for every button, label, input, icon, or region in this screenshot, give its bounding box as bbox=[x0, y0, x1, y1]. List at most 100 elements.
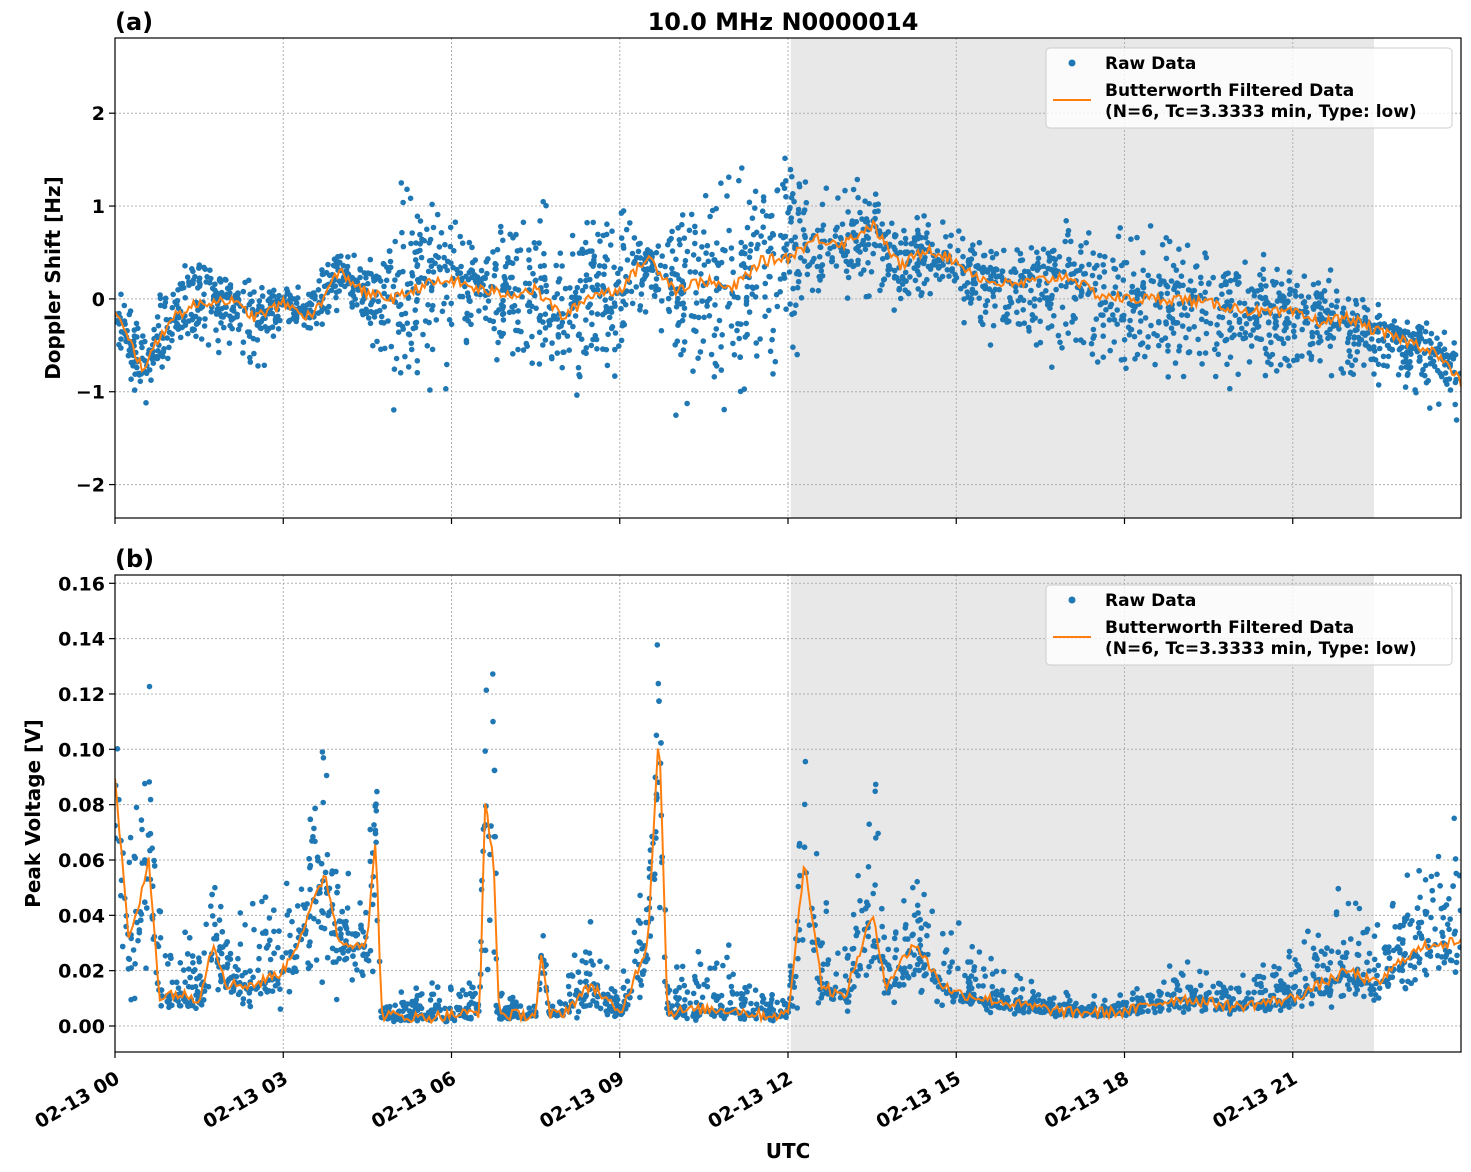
raw-point bbox=[1355, 341, 1362, 347]
raw-point bbox=[996, 286, 1002, 293]
raw-point bbox=[251, 350, 257, 357]
raw-point bbox=[1040, 246, 1047, 252]
raw-point bbox=[338, 931, 344, 937]
raw-point bbox=[1176, 301, 1183, 307]
raw-point bbox=[677, 241, 683, 248]
raw-point bbox=[1221, 281, 1228, 288]
raw-point bbox=[850, 186, 857, 193]
raw-point bbox=[581, 996, 587, 1003]
raw-point bbox=[558, 1000, 564, 1007]
raw-point bbox=[1347, 329, 1353, 336]
raw-point bbox=[993, 251, 1000, 257]
raw-point bbox=[1132, 356, 1138, 362]
legend-raw-label: Raw Data bbox=[1105, 54, 1196, 74]
raw-point bbox=[1237, 331, 1243, 338]
raw-point bbox=[1290, 984, 1297, 991]
raw-point bbox=[1273, 368, 1280, 374]
raw-point bbox=[1305, 294, 1312, 300]
raw-point bbox=[130, 359, 137, 366]
raw-point bbox=[761, 239, 768, 246]
raw-point bbox=[1127, 317, 1133, 324]
raw-point bbox=[583, 345, 590, 351]
raw-point bbox=[510, 235, 516, 241]
raw-point bbox=[1159, 337, 1165, 344]
raw-point bbox=[705, 258, 712, 265]
raw-point bbox=[500, 317, 507, 323]
raw-point bbox=[788, 237, 795, 244]
raw-point bbox=[1188, 306, 1195, 313]
raw-point bbox=[182, 295, 188, 301]
raw-point bbox=[482, 748, 489, 754]
raw-point bbox=[484, 270, 490, 277]
raw-point bbox=[471, 272, 478, 278]
raw-point bbox=[1089, 351, 1096, 358]
raw-point bbox=[406, 331, 413, 338]
raw-point bbox=[927, 290, 933, 297]
raw-point bbox=[139, 344, 145, 351]
raw-point bbox=[837, 994, 844, 1001]
raw-point bbox=[142, 780, 148, 787]
raw-point bbox=[287, 949, 294, 955]
raw-point bbox=[182, 322, 189, 328]
raw-point bbox=[1430, 897, 1436, 903]
raw-point bbox=[1100, 354, 1107, 361]
raw-point bbox=[272, 316, 279, 323]
raw-point bbox=[393, 355, 400, 362]
raw-point bbox=[470, 992, 477, 998]
raw-point bbox=[1212, 373, 1219, 380]
raw-point bbox=[133, 320, 140, 327]
raw-point bbox=[1364, 307, 1371, 313]
raw-point bbox=[413, 240, 419, 246]
raw-point bbox=[892, 247, 898, 253]
raw-point bbox=[698, 271, 704, 277]
raw-point bbox=[980, 266, 986, 273]
raw-point bbox=[1310, 281, 1317, 288]
raw-point bbox=[543, 962, 549, 968]
raw-point bbox=[850, 911, 857, 918]
raw-point bbox=[872, 788, 878, 795]
raw-point bbox=[1301, 939, 1308, 945]
raw-point bbox=[1404, 319, 1411, 326]
raw-point bbox=[1428, 330, 1435, 337]
raw-point bbox=[706, 313, 713, 319]
raw-point bbox=[855, 972, 861, 979]
raw-point bbox=[1344, 339, 1351, 346]
raw-point bbox=[620, 968, 627, 974]
raw-point bbox=[300, 303, 307, 309]
raw-point bbox=[583, 277, 589, 284]
raw-point bbox=[820, 222, 827, 228]
raw-point bbox=[441, 300, 447, 307]
raw-point bbox=[1176, 343, 1183, 350]
raw-point bbox=[774, 187, 780, 194]
raw-point bbox=[674, 1001, 680, 1008]
raw-point bbox=[1115, 233, 1122, 240]
raw-point bbox=[466, 239, 473, 246]
raw-point bbox=[240, 339, 247, 346]
raw-point bbox=[1163, 235, 1169, 241]
raw-point bbox=[448, 321, 455, 328]
raw-point bbox=[653, 276, 660, 282]
raw-point bbox=[1345, 335, 1352, 342]
raw-point bbox=[688, 211, 695, 218]
raw-point bbox=[1336, 326, 1342, 332]
raw-point bbox=[907, 963, 913, 970]
raw-point bbox=[207, 267, 213, 274]
raw-point bbox=[1427, 405, 1433, 411]
raw-point bbox=[1111, 317, 1118, 323]
raw-point bbox=[637, 240, 643, 247]
raw-point bbox=[441, 254, 447, 261]
raw-point bbox=[1352, 297, 1359, 304]
raw-point bbox=[932, 262, 938, 268]
raw-point bbox=[271, 928, 277, 935]
raw-point bbox=[214, 306, 221, 313]
raw-point bbox=[787, 166, 794, 173]
raw-point bbox=[315, 287, 322, 293]
raw-point bbox=[177, 960, 184, 966]
raw-point bbox=[1335, 949, 1341, 955]
raw-point bbox=[1164, 290, 1171, 297]
raw-point bbox=[1195, 336, 1201, 343]
raw-point bbox=[1228, 297, 1235, 304]
raw-point bbox=[968, 973, 975, 979]
raw-point bbox=[205, 983, 212, 990]
raw-point bbox=[404, 186, 410, 193]
